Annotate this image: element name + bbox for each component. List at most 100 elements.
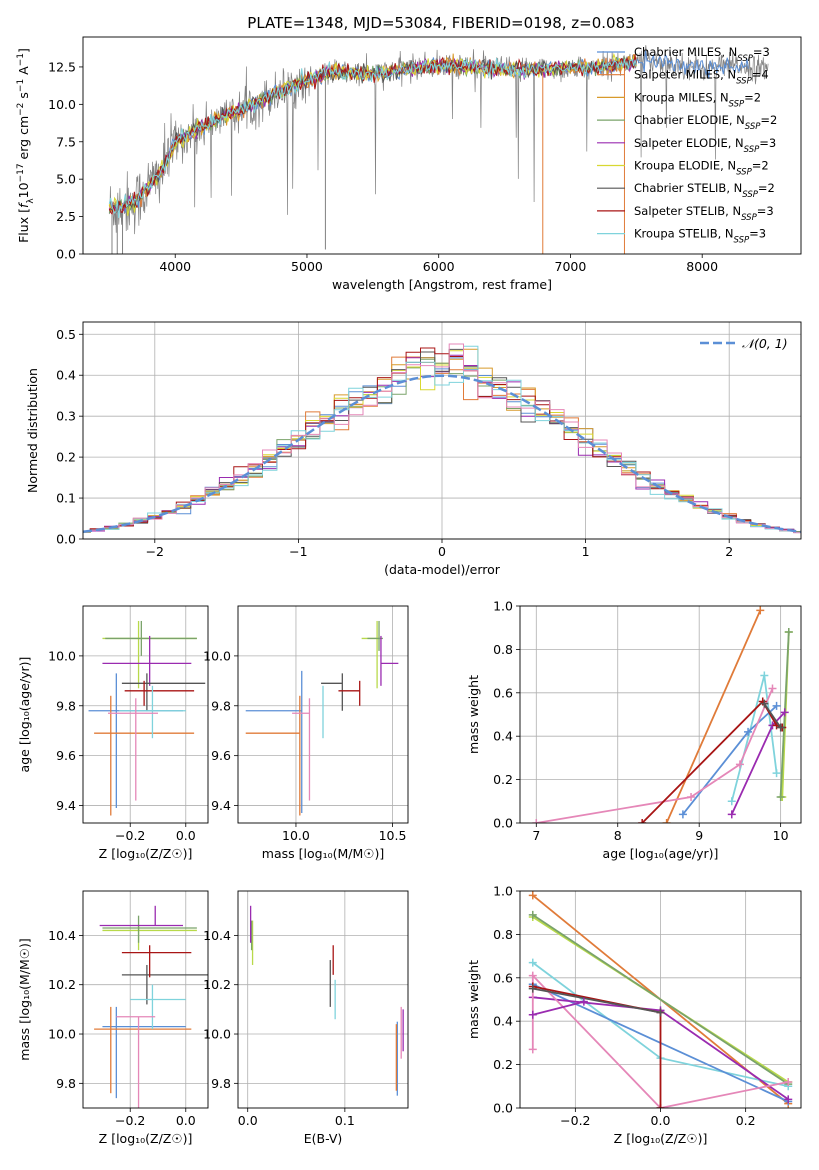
marker-plus bbox=[735, 760, 744, 769]
plot-area bbox=[108, 45, 769, 254]
x-tick-label: 0.1 bbox=[335, 1113, 355, 1128]
y-tick-label: 0.1 bbox=[56, 491, 76, 506]
axes-frame bbox=[237, 605, 409, 824]
x-axis-label: (data-model)/error bbox=[384, 562, 501, 577]
legend-name: Chabrier ELODIE, N bbox=[634, 113, 745, 127]
legend-suffix: =4 bbox=[752, 68, 769, 82]
x-tick-label: −0.2 bbox=[115, 828, 145, 843]
x-tick-label: 4000 bbox=[159, 259, 191, 274]
marker-plus bbox=[780, 708, 789, 717]
y-axis-label: Normed distribution bbox=[25, 368, 40, 493]
marker-plus bbox=[678, 810, 687, 819]
marker-plus bbox=[528, 958, 537, 967]
mass-weight-line-8 bbox=[763, 703, 782, 729]
y-tick-label: 10.2 bbox=[48, 977, 76, 992]
y-tick-label: 0.0 bbox=[493, 816, 513, 831]
panel-mass_vs_Z: −0.2 0.0 9.8 10.0 10.2 10.4 Z [log₁₀(Z/Z☉)] mas… bbox=[17, 890, 209, 1146]
y-tick-label: 10.0 bbox=[48, 1027, 76, 1042]
figure-title: PLATE=1348, MJD=53084, FIBERID=0198, z=0… bbox=[247, 14, 634, 32]
marker-plus bbox=[528, 984, 537, 993]
axes-frame bbox=[82, 890, 209, 1109]
y-tick-label: 9.8 bbox=[211, 698, 231, 713]
y-tick-label: 10.0 bbox=[48, 97, 76, 112]
marker-plus bbox=[528, 1010, 537, 1019]
legend-name: Salpeter ELODIE, N bbox=[634, 136, 744, 150]
axes-frame bbox=[82, 321, 802, 540]
panel-mass_vs_ebv: 0.0 0.1 9.8 10.0 10.2 10.4 E(B-V) bbox=[203, 890, 409, 1146]
panel-massweight_vs_age: 7 8 9 10 0.0 0.2 0.4 0.6 0.8 1.0 age [log₁₀(age/yr… bbox=[466, 599, 802, 861]
x-tick-label: 8000 bbox=[686, 259, 718, 274]
y-label-part: f bbox=[16, 202, 31, 208]
model-line-7 bbox=[108, 54, 637, 215]
legend-entry-2: Kroupa MILES, NSSP=2 bbox=[634, 90, 761, 109]
y-tick-label: 10.4 bbox=[48, 928, 76, 943]
normal-curve bbox=[83, 374, 801, 534]
axes-frame bbox=[519, 605, 802, 824]
x-tick-label: 0.0 bbox=[651, 1113, 671, 1128]
x-tick-label: 1 bbox=[582, 544, 590, 559]
legend-entry-3: Chabrier ELODIE, NSSP=2 bbox=[634, 113, 777, 132]
x-tick-label: 0 bbox=[438, 544, 446, 559]
x-tick-label: 10.5 bbox=[379, 828, 407, 843]
y-label-part: erg cm bbox=[16, 116, 31, 164]
panel-age_vs_Z: −0.2 0.0 9.4 9.6 9.8 10.0 Z [log₁₀(Z/Z☉)] age [… bbox=[17, 605, 209, 861]
legend-sub: SSP bbox=[736, 168, 752, 178]
y-label-part: −1 bbox=[16, 79, 26, 92]
mass-weight-line-2 bbox=[532, 914, 789, 1085]
y-tick-label: 5.0 bbox=[56, 172, 76, 187]
marker-plus bbox=[727, 810, 736, 819]
y-tick-label: 1.0 bbox=[493, 599, 513, 614]
y-label-part: −2 bbox=[16, 103, 26, 116]
x-axis-label: mass [log₁₀(M/M☉)] bbox=[262, 846, 384, 861]
mass-weight-line-6 bbox=[536, 688, 774, 823]
plot-area bbox=[528, 891, 793, 1108]
legend-sub: SSP bbox=[745, 122, 761, 132]
y-tick-label: 10.4 bbox=[203, 928, 231, 943]
marker-plus bbox=[727, 797, 736, 806]
marker-plus bbox=[784, 1077, 793, 1086]
legend-name: Kroupa STELIB, N bbox=[634, 227, 734, 241]
legend-suffix: =2 bbox=[760, 113, 777, 127]
plot-area bbox=[83, 343, 801, 534]
x-axis-label: age [log₁₀(age/yr)] bbox=[603, 846, 719, 861]
legend-entry: 𝒩(0, 1) bbox=[742, 336, 788, 351]
x-tick-label: −1 bbox=[289, 544, 307, 559]
mass-weight-line-4 bbox=[682, 705, 778, 815]
legend-sub: SSP bbox=[736, 77, 752, 87]
y-label-part: ] bbox=[16, 48, 31, 53]
x-axis-label: E(B-V) bbox=[304, 1131, 343, 1146]
y-tick-label: 0.3 bbox=[56, 409, 76, 424]
x-tick-label: 9 bbox=[695, 828, 703, 843]
axes-frame bbox=[519, 890, 802, 1109]
marker-plus bbox=[528, 910, 537, 919]
x-axis-label: Z [log₁₀(Z/Z☉)] bbox=[99, 1131, 193, 1146]
panel-massweight_vs_Z: −0.2 0.0 0.2 0.0 0.2 0.4 0.6 0.8 1.0 Z [log₁₀(Z/Z… bbox=[466, 884, 802, 1146]
x-tick-label: 8 bbox=[614, 828, 622, 843]
marker-plus bbox=[532, 819, 541, 823]
y-label-part: s bbox=[16, 92, 31, 103]
y-tick-label: 0.5 bbox=[56, 327, 76, 342]
legend-entry-6: Chabrier STELIB, NSSP=2 bbox=[634, 181, 775, 200]
x-tick-label: 0.0 bbox=[176, 828, 196, 843]
legend-sub: SSP bbox=[734, 236, 750, 246]
x-tick-label: 2 bbox=[725, 544, 733, 559]
x-tick-label: 5000 bbox=[291, 259, 323, 274]
mass-weight-line-9 bbox=[532, 1000, 585, 1016]
y-label-part: A bbox=[16, 66, 31, 79]
y-tick-label: 0.4 bbox=[493, 729, 513, 744]
y-tick-label: 0.0 bbox=[493, 1101, 513, 1116]
y-tick-label: 7.5 bbox=[56, 134, 76, 149]
x-tick-label: 7000 bbox=[555, 259, 587, 274]
legend-name: Salpeter MILES, N bbox=[634, 68, 736, 82]
plot-area bbox=[245, 620, 399, 816]
legend-suffix: =3 bbox=[757, 204, 774, 218]
y-axis-label: mass weight bbox=[466, 675, 481, 754]
marker-plus bbox=[656, 1008, 665, 1017]
marker-plus bbox=[772, 769, 781, 778]
legend-suffix: =2 bbox=[744, 90, 761, 104]
y-tick-label: 1.0 bbox=[493, 884, 513, 899]
x-tick-label: 7 bbox=[532, 828, 540, 843]
y-tick-label: 0.0 bbox=[56, 532, 76, 547]
legend-suffix: =3 bbox=[759, 136, 776, 150]
y-axis-label: Flux [fλ10−17 erg cm−2 s−1 A−1] bbox=[16, 48, 36, 243]
